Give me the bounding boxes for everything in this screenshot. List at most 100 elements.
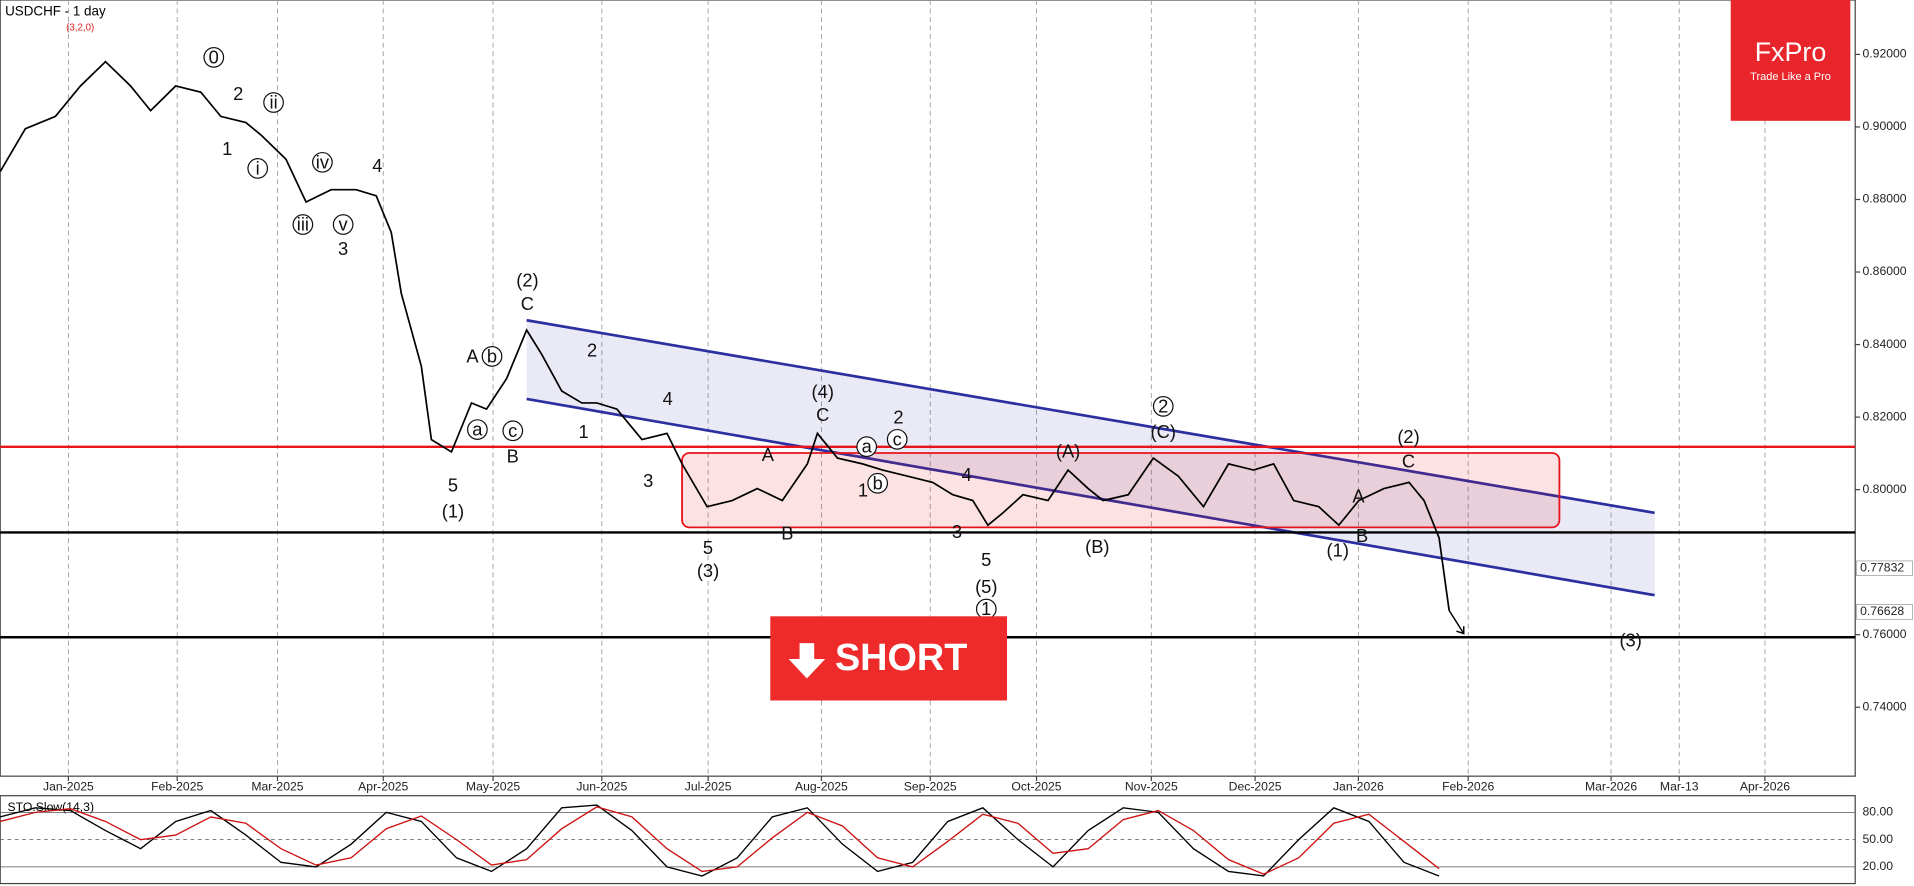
- symbol-title: USDCHF - 1 day: [5, 4, 106, 19]
- wave-label: B: [507, 445, 519, 466]
- wave-label: 5: [703, 537, 713, 558]
- wave-label: (A): [1056, 441, 1080, 462]
- channel-upper: [526, 318, 1655, 515]
- wave-label: 5: [981, 549, 991, 570]
- wave-label: 4: [663, 388, 673, 409]
- x-tick-label: Feb-2025: [151, 779, 203, 793]
- wave-label: 3: [338, 238, 348, 259]
- wave-label: B: [781, 522, 793, 543]
- x-tick-label: Mar-2026: [1585, 779, 1637, 793]
- logo-brand: FxPro: [1755, 37, 1827, 67]
- price-line: [0, 60, 1450, 611]
- x-tick-label: Sep-2025: [904, 779, 957, 793]
- price-label-bg: [1856, 604, 1913, 620]
- y-tick-label: 0.82000: [1863, 409, 1907, 423]
- wave-label: 2: [587, 339, 597, 360]
- wave-label: 2: [893, 406, 903, 427]
- wave-circle: [312, 151, 333, 173]
- wave-label: 3: [643, 470, 653, 491]
- wave-label: (1): [1327, 539, 1349, 560]
- x-tick-label: Aug-2025: [795, 779, 848, 793]
- stoch-title: STO.Slow(14,3): [8, 800, 94, 814]
- wave-label: (3): [697, 560, 719, 581]
- x-tick-label: Nov-2025: [1125, 779, 1178, 793]
- wave-circle: [502, 420, 524, 442]
- stoch-line: [0, 806, 1440, 875]
- wave-label: b: [873, 472, 883, 493]
- logo: FxPro Trade Like a Pro: [1730, 0, 1851, 121]
- wave-label: A: [466, 345, 479, 366]
- x-tick-label: Feb-2026: [1442, 779, 1494, 793]
- x-tick-label: Jan-2025: [43, 779, 94, 793]
- wave-label: c: [508, 420, 517, 441]
- wave-circle: [332, 214, 354, 235]
- wave-label: (5): [975, 576, 997, 597]
- x-tick-label: Jan-2026: [1333, 779, 1384, 793]
- short-label[interactable]: SHORT: [835, 637, 967, 679]
- x-tick-label: Jul-2025: [685, 779, 732, 793]
- price-label-bg: [1856, 560, 1913, 576]
- stoch-tick-label: 20.00: [1863, 859, 1894, 873]
- main-frame: [0, 0, 1856, 777]
- wave-label: 4: [962, 464, 972, 485]
- indicator-params: (3,2,0): [66, 23, 94, 34]
- projection-arrow: [1448, 610, 1465, 635]
- x-tick-label: Apr-2025: [358, 779, 408, 793]
- wave-label: 2: [233, 83, 243, 104]
- wave-circle: [886, 428, 908, 450]
- y-tick-label: 0.76000: [1863, 627, 1907, 641]
- wave-label: A: [1352, 486, 1365, 507]
- wave-circle: [867, 472, 889, 494]
- wave-label: 5: [448, 475, 458, 496]
- wave-circle: [247, 158, 269, 179]
- wave-label: C: [1402, 450, 1415, 471]
- down-arrow-icon: [788, 643, 826, 679]
- logo-tagline: Trade Like a Pro: [1750, 71, 1831, 83]
- wave-label: b: [487, 345, 497, 366]
- wave-label: a: [862, 436, 873, 457]
- wave-circle: [481, 345, 503, 367]
- logo-box: [1730, 0, 1851, 121]
- wave-label: 2: [1158, 395, 1168, 416]
- stoch-tick-label: 80.00: [1863, 805, 1894, 819]
- wave-circle: [203, 46, 225, 68]
- wave-label: (C): [1151, 421, 1176, 442]
- wave-circle: [292, 214, 314, 235]
- channel-lower: [526, 397, 1655, 597]
- wave-label: A: [762, 444, 775, 465]
- wave-label: ii: [270, 92, 278, 113]
- wave-label: iv: [316, 151, 330, 172]
- wave-circle: [1152, 396, 1174, 417]
- short-button[interactable]: SHORT: [770, 616, 1008, 701]
- wave-label: a: [472, 419, 483, 440]
- y-tick-label: 0.80000: [1863, 482, 1907, 496]
- wave-label: 1: [858, 480, 868, 501]
- y-tick-label: 0.88000: [1863, 192, 1907, 206]
- wave-label: 1: [981, 598, 991, 619]
- y-tick-label: 0.86000: [1863, 264, 1907, 278]
- wave-label: iii: [297, 214, 309, 235]
- wave-label: i: [256, 157, 260, 178]
- wave-label: (2): [1397, 426, 1419, 447]
- stoch-tick-label: 50.00: [1863, 832, 1894, 846]
- y-tick-label: 0.84000: [1863, 337, 1907, 351]
- wave-label: C: [816, 404, 829, 425]
- wave-label: 3: [952, 521, 962, 542]
- price-label: 0.77832: [1860, 560, 1904, 574]
- wave-label: 1: [222, 138, 232, 159]
- resistance-zone: [681, 452, 1561, 529]
- wave-label: C: [521, 293, 534, 314]
- x-tick-label: Jun-2025: [576, 779, 627, 793]
- wave-circle: [856, 436, 878, 458]
- wave-label: (2): [516, 270, 538, 291]
- x-tick-label: Apr-2026: [1740, 779, 1790, 793]
- y-tick-label: 0.92000: [1863, 47, 1907, 61]
- wave-label: 1: [578, 421, 588, 442]
- wave-label: B: [1356, 525, 1368, 546]
- stoch-line: [0, 804, 1440, 877]
- wave-label: (1): [442, 500, 464, 521]
